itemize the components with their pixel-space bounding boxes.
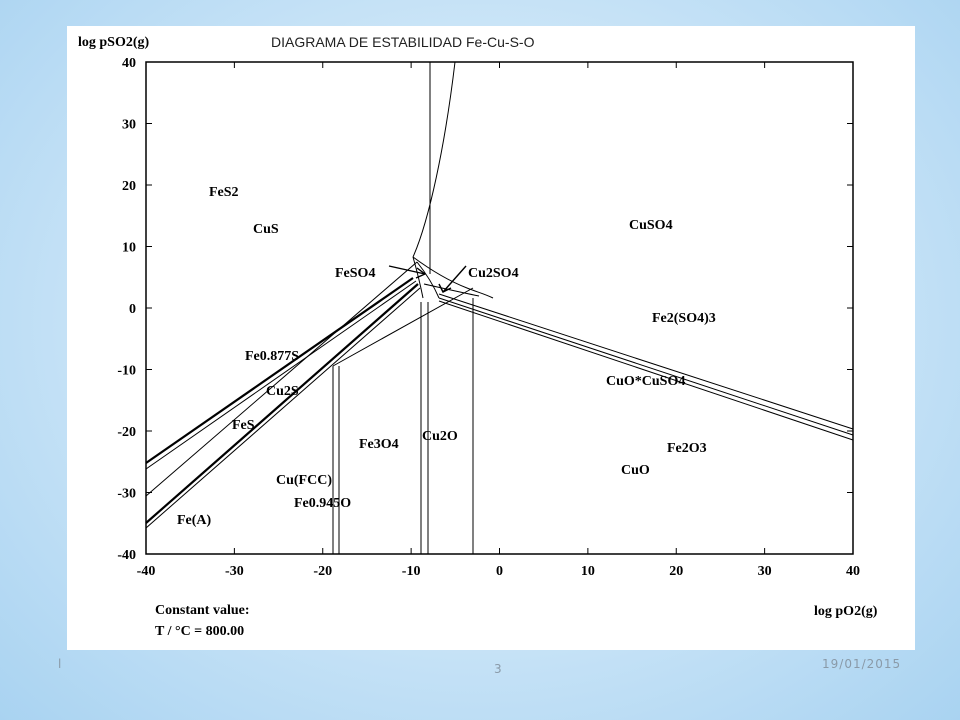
phase-label-fe0877s: Fe0.877S — [245, 349, 299, 364]
y-tick-label: -20 — [117, 425, 136, 440]
phase-label-fea: Fe(A) — [177, 513, 212, 528]
phase-label-fe2so43: Fe2(SO4)3 — [652, 311, 716, 326]
boundary-line — [412, 61, 456, 258]
phase-label-cu2o: Cu2O — [422, 429, 458, 444]
constant-label: Constant value: — [155, 603, 250, 618]
x-tick-label: 10 — [581, 564, 595, 579]
phase-label-cufcc: Cu(FCC) — [276, 473, 332, 488]
page-number: 3 — [494, 662, 503, 676]
y-tick-label: 30 — [122, 118, 136, 133]
pointer-arrow — [438, 283, 452, 293]
boundary-line — [145, 287, 421, 529]
boundary-line — [412, 256, 424, 299]
x-tick-label: -40 — [137, 564, 156, 579]
phase-label-cus: CuS — [253, 222, 279, 237]
boundary-line — [416, 261, 440, 299]
pointer-arrow — [415, 267, 427, 279]
plot-frame — [145, 61, 854, 555]
y-tick-label: -40 — [117, 548, 136, 563]
phase-label-fe0945o: Fe0.945O — [294, 496, 351, 511]
boundary-line — [145, 283, 419, 524]
phase-label-fes: FeS — [232, 418, 255, 433]
x-tick-label: 30 — [758, 564, 772, 579]
phase-label-fe3o4: Fe3O4 — [359, 437, 399, 452]
x-axis-label: log pO2(g) — [814, 604, 878, 619]
diagram-panel: DIAGRAMA DE ESTABILIDAD Fe-Cu-S-O log pS… — [67, 26, 915, 650]
x-tick-label: 0 — [496, 564, 503, 579]
phase-label-feso4: FeSO4 — [335, 266, 375, 281]
x-tick-label: -10 — [402, 564, 421, 579]
boundary-line — [438, 293, 854, 430]
slide-date: 19/01/2015 — [822, 657, 902, 671]
x-tick-label: -20 — [313, 564, 332, 579]
pointer-arrow — [442, 265, 467, 293]
pointer-arrow — [388, 265, 426, 275]
phase-label-fe2o3: Fe2O3 — [667, 441, 707, 456]
diagram-title: DIAGRAMA DE ESTABILIDAD Fe-Cu-S-O — [271, 34, 535, 50]
y-tick-label: -30 — [117, 487, 136, 502]
boundary-line — [438, 297, 854, 436]
axis-ticks — [145, 61, 854, 555]
phase-label-cu2so4: Cu2SO4 — [468, 266, 519, 281]
y-axis-label: log pSO2(g) — [78, 35, 150, 50]
x-tick-label: 20 — [669, 564, 683, 579]
boundary-line — [423, 283, 480, 297]
stability-diagram: DIAGRAMA DE ESTABILIDAD Fe-Cu-S-O log pS… — [78, 34, 878, 639]
boundary-line — [438, 300, 854, 441]
phase-label-cuso4: CuSO4 — [629, 218, 673, 233]
y-tick-label: 10 — [122, 241, 136, 256]
phase-label-cu2s: Cu2S — [266, 384, 299, 399]
boundary-line — [332, 287, 474, 367]
phase-boundaries — [145, 61, 854, 554]
y-tick-label: -10 — [117, 364, 136, 379]
footer-left: l — [58, 657, 63, 671]
phase-label-cuocuso4: CuO*CuSO4 — [606, 374, 685, 389]
y-tick-label: 0 — [129, 302, 136, 317]
boundary-line — [145, 280, 417, 470]
boundary-line — [412, 256, 494, 299]
boundary-line — [145, 261, 418, 497]
axis-tick-labels: -40 -30 -20 -10 0 10 20 30 40 40 30 20 10 0 -10 -20 -30 -… — [117, 56, 860, 579]
x-tick-label: -30 — [225, 564, 244, 579]
boundary-line — [145, 277, 414, 464]
phase-label-fes2: FeS2 — [209, 185, 239, 200]
y-tick-label: 40 — [122, 56, 136, 71]
x-tick-label: 40 — [846, 564, 860, 579]
constant-value: T / °C = 800.00 — [155, 624, 244, 639]
phase-label-cuo: CuO — [621, 463, 650, 478]
phase-labels: FeS2 CuS CuSO4 FeSO4 Cu2SO4 Fe2(SO4)3 Fe… — [177, 185, 716, 528]
y-tick-label: 20 — [122, 179, 136, 194]
